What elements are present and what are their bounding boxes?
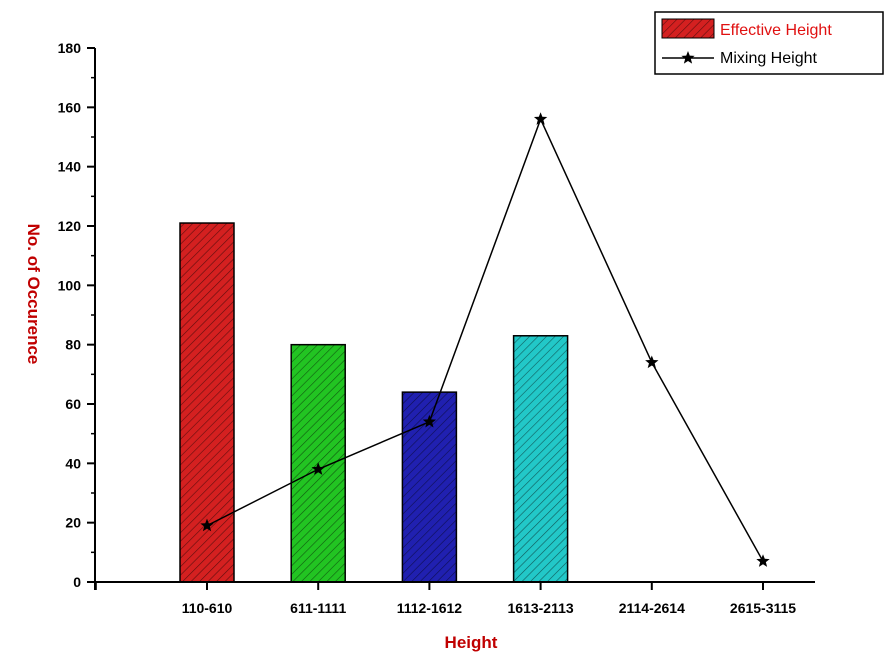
x-tick-label: 2114-2614 [619, 600, 685, 616]
y-tick-label: 0 [73, 574, 81, 590]
bar-hatch [513, 335, 568, 582]
mixing-height-point-2114-2614 [645, 355, 659, 369]
x-tick-label: 2615-3115 [730, 600, 796, 616]
x-ticks: 110-610 611-1111 1112-1612 1613-2113 2114-26… [94, 582, 796, 616]
y-tick-label: 80 [65, 337, 81, 353]
x-tick-label: 1112-1612 [397, 600, 463, 616]
y-tick-label: 120 [58, 218, 82, 234]
y-tick-label: 40 [65, 455, 81, 471]
legend-swatch-hatch [662, 19, 714, 38]
x-tick-label: 1613-2113 [508, 600, 574, 616]
line-layer [200, 112, 770, 567]
legend-label-effective-height: Effective Height [720, 22, 832, 39]
y-tick-label: 20 [65, 515, 81, 531]
mixing-height-point-2615-3115 [756, 554, 770, 567]
mixing-height-line [206, 117, 764, 562]
y-tick-label: 180 [58, 40, 82, 56]
legend-star-mixing-height [681, 51, 695, 64]
mixing-height-point-1613-2113 [533, 112, 548, 125]
x-tick-label: 110-610 [182, 600, 233, 616]
legend: Effective Height Mixing Height [654, 11, 884, 75]
y-tick-label: 100 [58, 277, 82, 293]
x-tick-label: 611-1111 [290, 600, 346, 616]
y-axis-title: No. of Occurence [24, 224, 43, 365]
bars-layer [179, 222, 569, 583]
y-tick-label: 60 [65, 396, 81, 412]
mixing-height-point-110-610 [200, 518, 214, 532]
mixing-height-point-611-1111 [311, 462, 325, 475]
x-axis-title: Height [445, 633, 498, 652]
legend-label-mixing-height: Mixing Height [720, 50, 817, 67]
y-tick-label: 140 [58, 159, 82, 175]
y-ticks: 0 20 40 60 80 100 120 140 160 180 [58, 40, 95, 590]
y-tick-label: 160 [58, 99, 82, 115]
mixing-height-point-1112-1612 [422, 414, 437, 428]
